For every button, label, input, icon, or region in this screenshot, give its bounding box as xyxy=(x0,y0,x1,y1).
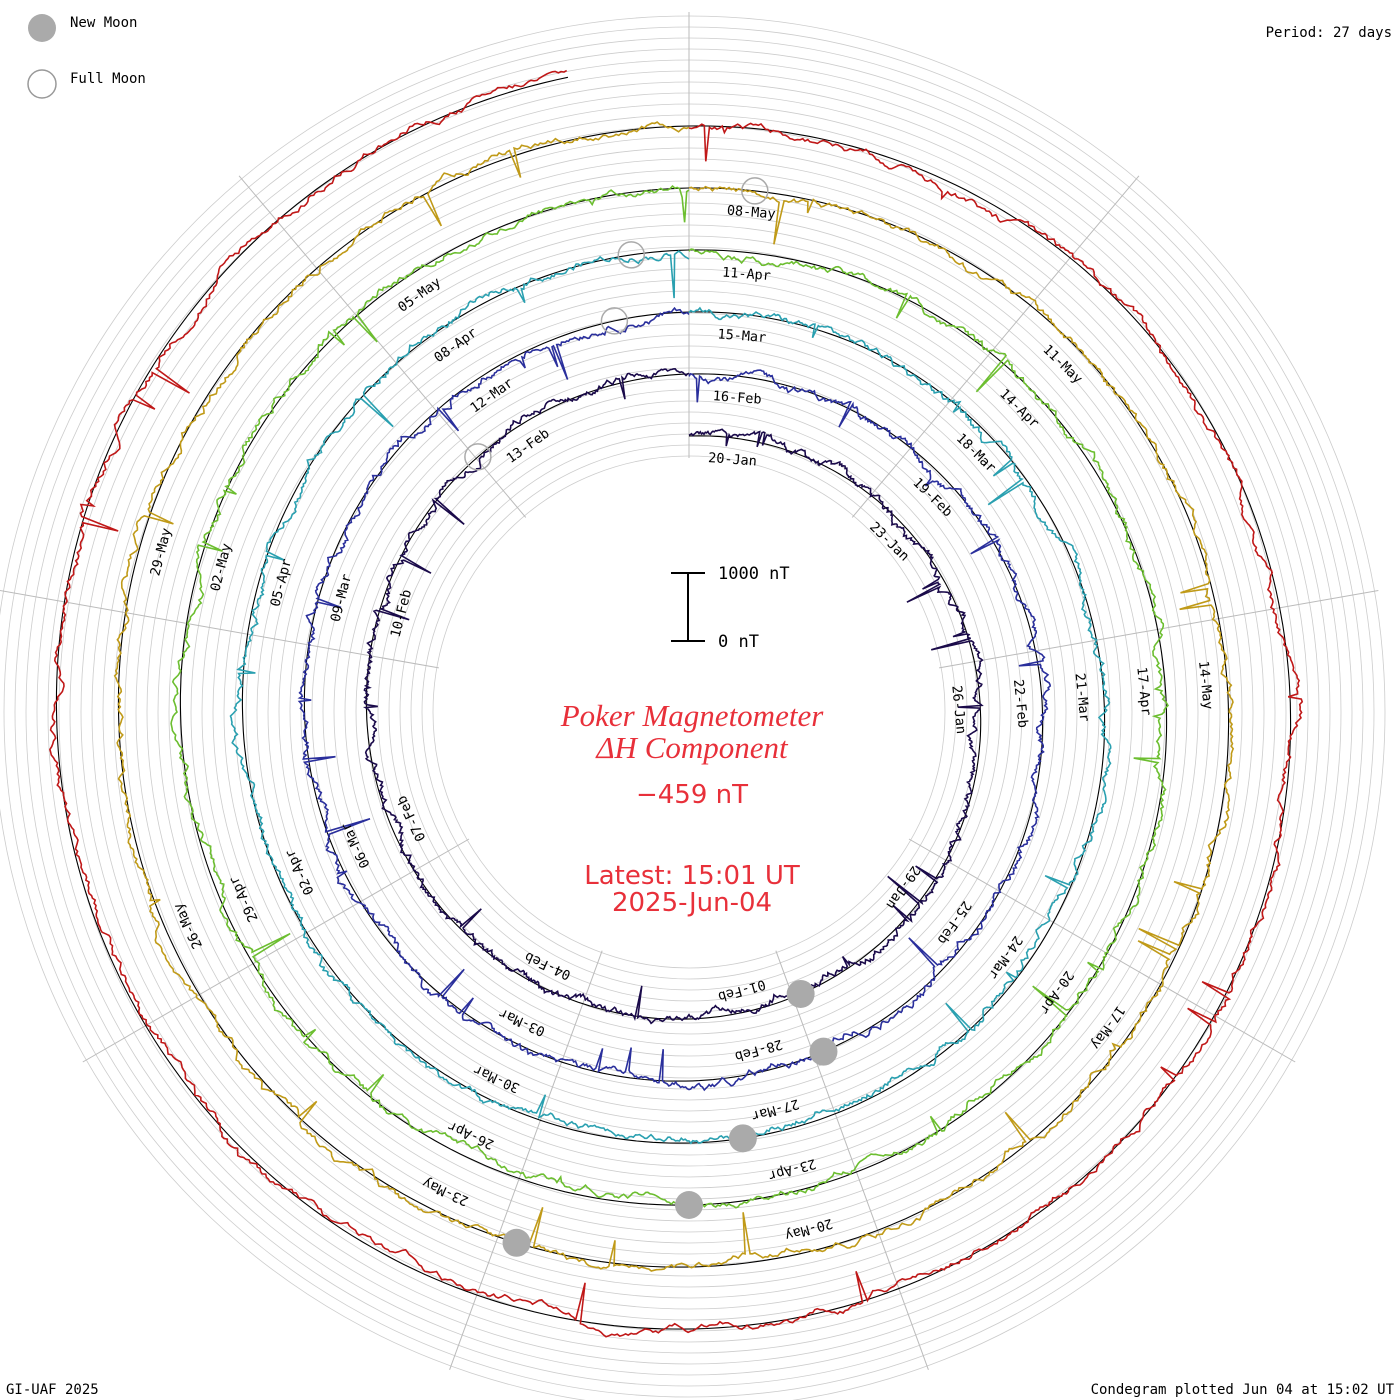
full-moon-marker xyxy=(464,443,492,471)
spoke-line xyxy=(0,590,439,669)
date-label: 26-May xyxy=(170,900,206,951)
date-label: 29-Apr xyxy=(226,873,262,924)
spoke-line xyxy=(449,950,603,1370)
date-label: 11-Apr xyxy=(722,265,772,285)
spoke-line xyxy=(908,838,1296,1063)
current-value: −459 nT xyxy=(636,780,748,810)
date-label: 26-Jan xyxy=(948,685,969,735)
chart-title-line2: ΔH Component xyxy=(594,730,789,765)
new-moon-marker xyxy=(675,1191,703,1219)
series-line-3 xyxy=(229,250,1112,1145)
date-label: 08-May xyxy=(726,203,776,223)
full-moon-icon xyxy=(27,69,57,99)
new-moon-label: New Moon xyxy=(70,15,137,31)
series-line-2 xyxy=(297,306,1052,1092)
reference-spiral-layer xyxy=(55,76,1292,1330)
footer-right: Condegram plotted Jun 04 at 15:02 UT xyxy=(1091,1382,1395,1398)
date-label: 04-Feb xyxy=(522,948,573,983)
date-label: 23-May xyxy=(420,1174,471,1209)
date-label: 22-Feb xyxy=(1010,679,1031,729)
full-moon-label: Full Moon xyxy=(70,71,146,87)
spoke-line xyxy=(238,175,527,518)
new-moon-marker xyxy=(786,979,815,1008)
date-label: 23-Apr xyxy=(766,1155,817,1184)
latest-time: Latest: 15:01 UT xyxy=(584,861,800,891)
date-label: 16-Feb xyxy=(712,388,762,408)
date-label: 07-Feb xyxy=(394,793,430,844)
moon-layer xyxy=(464,177,838,1257)
latest-date: 2025-Jun-04 xyxy=(612,888,772,918)
series-layer xyxy=(49,69,1304,1338)
date-label: 21-Mar xyxy=(1072,672,1093,722)
new-moon-marker xyxy=(502,1228,531,1257)
date-label: 20-Jan xyxy=(708,450,758,470)
reference-spiral xyxy=(55,76,1292,1330)
date-label: 09-Mar xyxy=(328,572,356,623)
date-label: 02-May xyxy=(208,542,236,593)
chart-title-line1: Poker Magnetometer xyxy=(560,698,824,733)
full-moon-marker xyxy=(600,307,629,335)
spoke-line xyxy=(775,950,929,1370)
date-label: 15-Mar xyxy=(717,326,767,346)
date-label: 18-Mar xyxy=(953,430,999,476)
date-label: 30-Mar xyxy=(471,1061,522,1096)
spoke-line xyxy=(939,589,1379,669)
date-label: 20-May xyxy=(783,1215,834,1244)
legend: New Moon Full Moon xyxy=(27,14,146,99)
series-line-5 xyxy=(113,121,1235,1272)
date-label: 01-Feb xyxy=(716,976,767,1005)
date-label: 14-May xyxy=(1195,660,1216,710)
scale-top-label: 1000 nT xyxy=(718,564,790,584)
scale-bottom-label: 0 nT xyxy=(718,632,759,652)
grid-layer xyxy=(0,15,1386,1400)
date-label: 05-Apr xyxy=(268,557,296,608)
date-label: 23-Jan xyxy=(866,519,912,565)
scale-bar: 1000 nT 0 nT xyxy=(671,564,790,652)
full-moon-marker xyxy=(741,177,769,205)
date-label: 17-Apr xyxy=(1133,666,1154,716)
new-moon-marker xyxy=(809,1037,838,1066)
center-info: Poker Magnetometer ΔH Component −459 nT … xyxy=(560,698,824,918)
series-line-6 xyxy=(49,69,1304,1338)
full-moon-marker xyxy=(617,241,646,269)
new-moon-marker xyxy=(728,1124,757,1153)
spoke-line xyxy=(851,175,1140,518)
spokes-layer xyxy=(0,12,1379,1370)
period-label: Period: 27 days xyxy=(1266,25,1392,41)
new-moon-icon xyxy=(28,14,56,42)
series-line-1 xyxy=(362,367,984,1025)
footer-left: GI-UAF 2025 xyxy=(6,1382,99,1398)
